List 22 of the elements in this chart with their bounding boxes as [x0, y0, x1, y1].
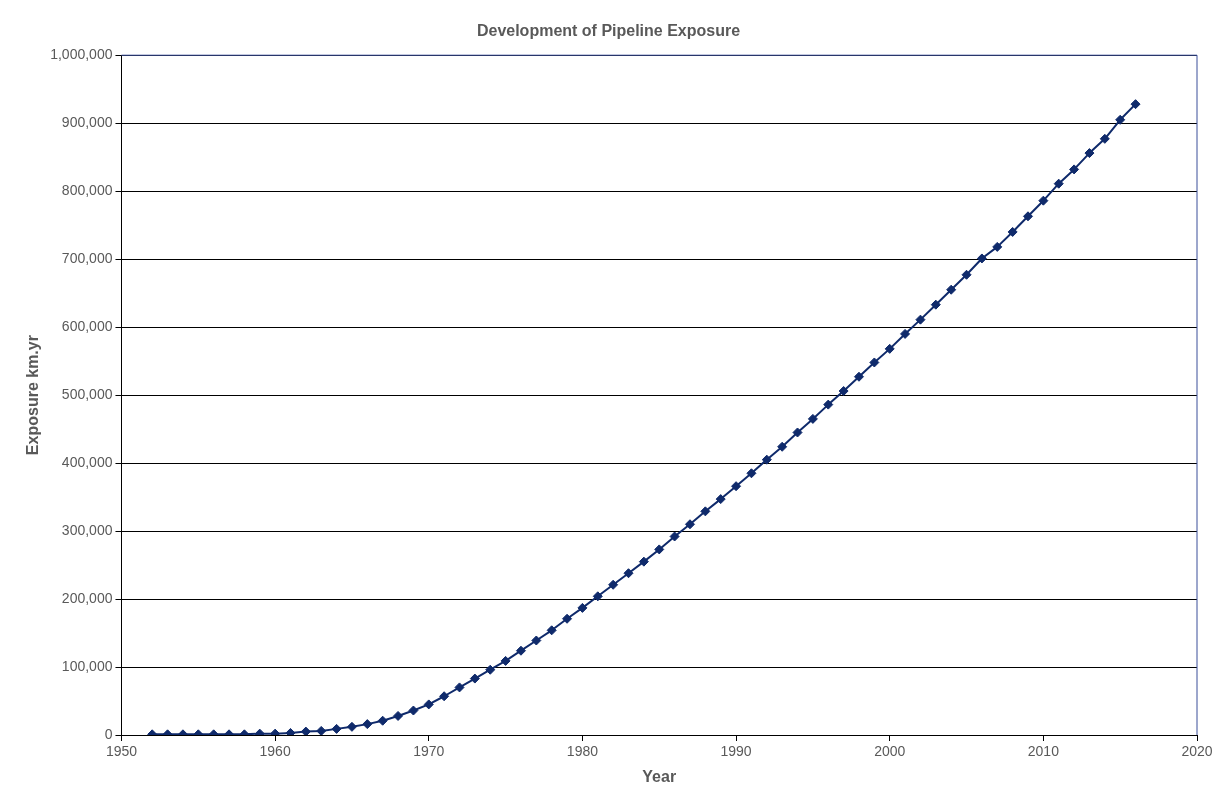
x-tick-label: 1960 — [259, 743, 291, 760]
x-tick-label: 1970 — [413, 743, 445, 760]
y-tick-label: 800,000 — [61, 182, 113, 199]
y-tick-label: 200,000 — [61, 589, 113, 606]
x-tick-label: 2020 — [1181, 743, 1213, 760]
y-tick-label: 100,000 — [61, 657, 113, 674]
y-tick-label: 400,000 — [61, 453, 113, 470]
y-tick-label: 300,000 — [61, 521, 113, 538]
x-tick-label: 1980 — [566, 743, 599, 760]
x-tick-label: 2010 — [1027, 743, 1060, 760]
x-tick-label: 1950 — [105, 743, 138, 760]
x-tick-label: 1990 — [720, 743, 752, 760]
y-tick-label: 900,000 — [61, 114, 113, 131]
y-tick-label: 700,000 — [61, 250, 113, 266]
chart-title: Development of Pipeline Exposure — [476, 22, 741, 40]
y-tick-label: 0 — [104, 725, 113, 742]
y-tick-label: 600,000 — [61, 317, 113, 334]
y-axis-title: Exposure km.yr — [24, 335, 42, 456]
y-tick-label: 1,000,000 — [50, 46, 113, 63]
x-axis-title: Year — [642, 767, 677, 785]
y-tick-label: 500,000 — [61, 385, 113, 402]
x-tick-label: 2000 — [874, 743, 906, 760]
